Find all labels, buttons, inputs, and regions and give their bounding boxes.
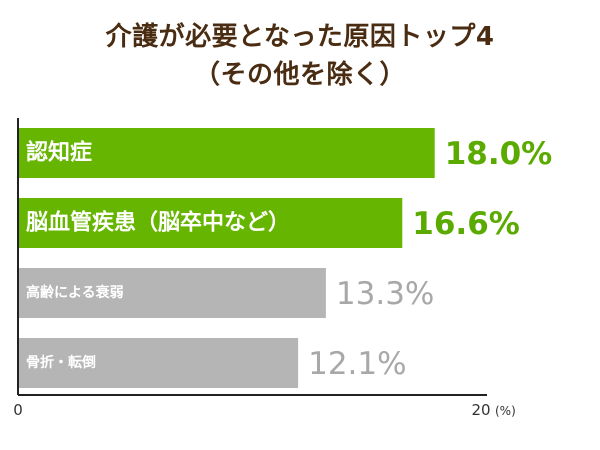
bar-value-label: 12.1% (308, 346, 406, 382)
bar-value-label: 18.0% (445, 136, 553, 172)
x-tick-label: 0 (13, 401, 23, 419)
bar-1 (18, 128, 435, 178)
x-axis-unit: (%) (495, 404, 516, 418)
bar-category-label: 認知症 (26, 140, 92, 166)
bar-4 (18, 338, 299, 388)
bar-value-label: 16.6% (412, 206, 520, 242)
x-tick-label: 20 (471, 401, 490, 419)
bar-2 (18, 198, 403, 248)
chart-subtitle: （その他を除く） (193, 60, 406, 90)
bar-category-label: 脳血管疾患（脳卒中など） (26, 210, 290, 236)
bar-category-label: 骨折・転倒 (26, 354, 96, 371)
bars-layer: 認知症 18.0% 脳血管疾患（脳卒中など） 16.6% 高齢による衰弱 13.3% 骨折・… (18, 128, 552, 388)
bar-3 (18, 268, 326, 318)
chart-title: 介護が必要となった原因トップ4 (105, 22, 495, 52)
bar-category-label: 高齢による衰弱 (26, 284, 124, 301)
chart-title-block: 介護が必要となった原因トップ4 （その他を除く） (0, 18, 600, 94)
x-axis: 0 20 (%) (13, 118, 516, 419)
bar-value-label: 13.3% (336, 276, 434, 312)
